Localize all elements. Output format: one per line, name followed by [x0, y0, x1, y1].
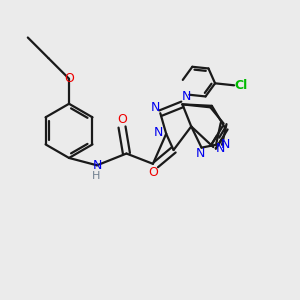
- Text: Cl: Cl: [234, 79, 247, 92]
- Text: O: O: [64, 72, 74, 85]
- Text: N: N: [195, 147, 205, 160]
- Text: N: N: [92, 159, 102, 172]
- Text: N: N: [216, 142, 225, 155]
- Text: N: N: [221, 138, 230, 151]
- Text: H: H: [92, 172, 100, 182]
- Text: N: N: [182, 91, 191, 103]
- Text: N: N: [153, 126, 163, 139]
- Text: N: N: [151, 101, 160, 114]
- Text: O: O: [148, 166, 158, 178]
- Text: O: O: [117, 113, 127, 126]
